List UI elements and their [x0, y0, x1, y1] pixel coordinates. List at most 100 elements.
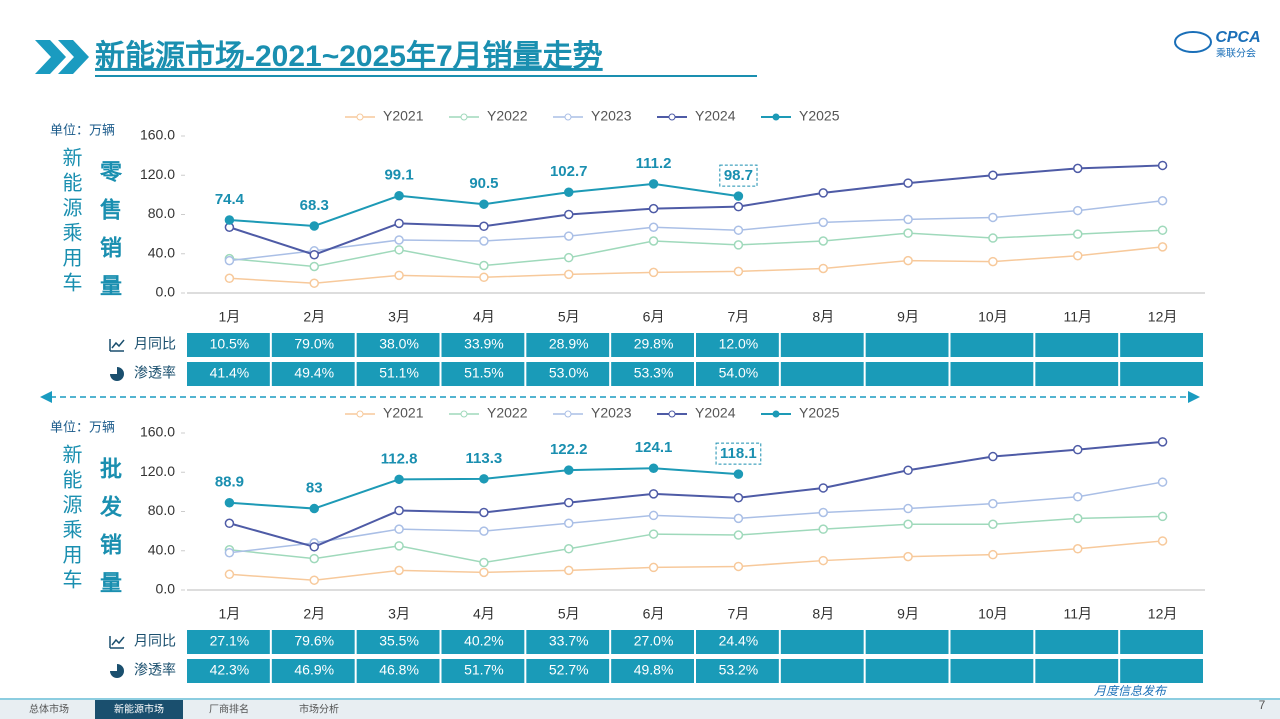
- point: [224, 518, 235, 529]
- data-label: 113.3: [466, 450, 503, 467]
- table-cell: [1035, 630, 1119, 654]
- data-label: 74.4: [215, 191, 245, 208]
- label-box: [715, 442, 762, 465]
- legend-marker: [460, 410, 468, 418]
- cell-value: 42.3%: [210, 662, 250, 678]
- point: [733, 493, 744, 503]
- x-tick-label: 5月: [558, 309, 580, 325]
- point: [733, 225, 744, 235]
- table-cell: [526, 630, 610, 654]
- table-cell: [271, 630, 355, 654]
- legend-label: Y2022: [487, 108, 528, 124]
- series-line: [229, 200, 1163, 262]
- data-label: 90.5: [469, 175, 498, 192]
- table-cell: [696, 630, 779, 654]
- point: [224, 255, 235, 266]
- data-label: 122.2: [550, 441, 588, 458]
- x-tick-label: 7月: [728, 606, 750, 622]
- table-cell: [441, 362, 525, 386]
- point: [818, 524, 828, 534]
- table-cell: [865, 659, 949, 683]
- table-cell: [526, 659, 610, 683]
- table-cell: [441, 630, 525, 654]
- label-box: [719, 164, 758, 187]
- point: [309, 278, 319, 288]
- table-cell: [950, 659, 1034, 683]
- table-cell: [526, 362, 610, 386]
- legend-label: Y2025: [799, 108, 840, 124]
- cell-value: 79.0%: [294, 336, 334, 352]
- table-cell: [356, 659, 440, 683]
- point: [903, 255, 913, 266]
- point: [1157, 511, 1168, 522]
- point: [564, 231, 574, 241]
- point: [1073, 444, 1083, 455]
- point: [224, 273, 235, 284]
- table-cell: [780, 333, 864, 357]
- table-cell: [950, 333, 1034, 357]
- point: [479, 236, 489, 246]
- point: [309, 575, 319, 585]
- y-tick-label: 40.0: [148, 541, 175, 557]
- point: [648, 267, 659, 278]
- logo-subtext: 乘联分会: [1216, 47, 1256, 60]
- active-tab: [95, 700, 183, 719]
- point: [733, 530, 744, 540]
- point: [648, 203, 659, 214]
- x-tick-label: 6月: [643, 309, 665, 325]
- page-title: 新能源市场-2021~2025年7月销量走势: [95, 39, 603, 73]
- cell-value: 28.9%: [549, 336, 589, 352]
- trend-icon: [109, 636, 125, 649]
- x-tick-label: 1月: [219, 309, 241, 325]
- cell-value: 27.0%: [634, 633, 674, 649]
- point: [988, 549, 998, 560]
- point: [394, 270, 404, 281]
- tab: [5, 700, 93, 719]
- divider-arrow: [1188, 391, 1200, 403]
- unit-label: 单位：万辆: [50, 419, 115, 434]
- tab: [275, 700, 363, 719]
- table-cell: [1035, 333, 1119, 357]
- point: [309, 261, 319, 272]
- point: [1157, 225, 1168, 235]
- point: [479, 272, 489, 283]
- point: [818, 555, 828, 566]
- x-tick-label: 9月: [897, 309, 919, 325]
- x-tick-label: 5月: [558, 606, 580, 622]
- cell-value: 35.5%: [379, 633, 419, 649]
- cell-value: 51.7%: [464, 662, 504, 678]
- point: [394, 218, 404, 229]
- data-label: 99.1: [384, 167, 413, 184]
- point: [818, 507, 828, 518]
- point: [903, 519, 913, 530]
- legend-marker: [564, 410, 572, 418]
- y-tick-label: 160.0: [140, 127, 175, 143]
- legend-marker: [772, 410, 780, 418]
- table-cell: [1120, 333, 1203, 357]
- point: [903, 178, 913, 188]
- y-tick-label: 80.0: [148, 205, 175, 221]
- point: [394, 235, 404, 245]
- tab-label: 新能源市场: [114, 703, 164, 716]
- cell-value: 12.0%: [719, 336, 759, 352]
- point: [648, 222, 659, 233]
- point: [903, 503, 913, 514]
- y-tick-label: 120.0: [140, 166, 175, 182]
- publisher: 月度信息发布: [1094, 684, 1168, 698]
- data-label: 83: [306, 480, 323, 497]
- data-label: 68.3: [300, 197, 329, 214]
- table-cell: [865, 333, 949, 357]
- y-tick-label: 0.0: [156, 284, 176, 300]
- table-cell: [696, 362, 779, 386]
- tab: [185, 700, 273, 719]
- point: [564, 209, 574, 220]
- point: [818, 236, 828, 246]
- table-cell: [187, 630, 270, 654]
- data-label: 88.9: [215, 474, 244, 491]
- legend-label: Y2024: [695, 405, 736, 421]
- point: [1073, 250, 1083, 261]
- cell-value: 40.2%: [464, 633, 504, 649]
- legend-label: Y2023: [591, 108, 632, 124]
- point: [564, 565, 574, 576]
